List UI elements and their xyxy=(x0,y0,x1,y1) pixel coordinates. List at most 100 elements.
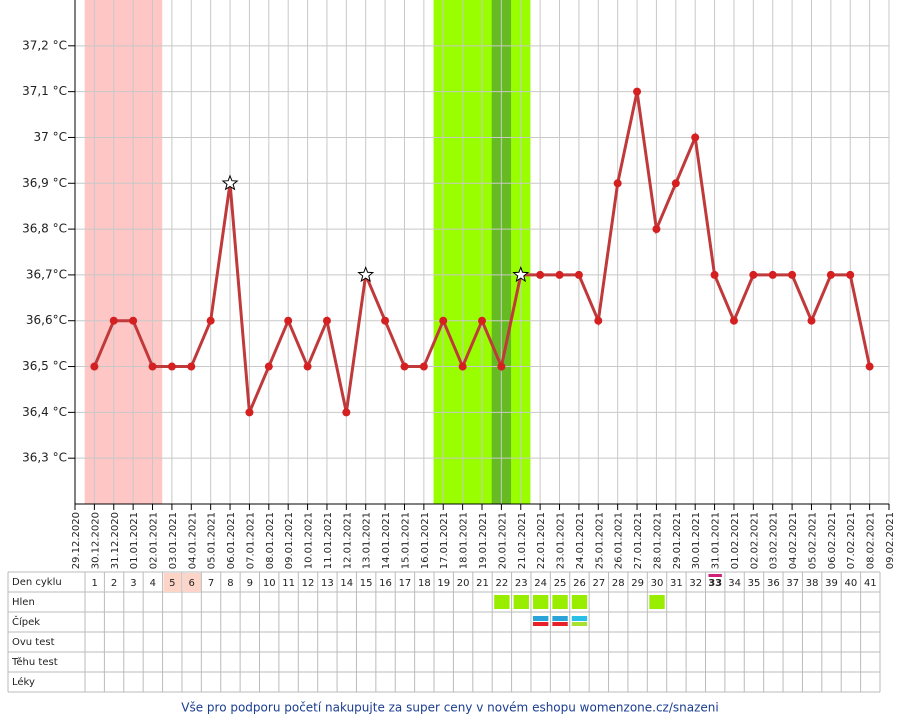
row-label: Čípek xyxy=(12,615,40,628)
day-number: 32 xyxy=(689,578,702,589)
x-tick-label: 29.01.2021 xyxy=(672,512,683,569)
day-number: 37 xyxy=(786,578,799,589)
x-tick-label: 19.01.2021 xyxy=(478,512,489,569)
x-tick-label: 22.01.2021 xyxy=(536,512,547,569)
row-label: Den cyklu xyxy=(12,577,62,588)
x-tick-label: 04.01.2021 xyxy=(187,512,198,569)
cipek-mark xyxy=(571,622,588,626)
x-tick-label: 15.01.2021 xyxy=(400,512,411,569)
hlen-mark xyxy=(571,595,588,609)
point xyxy=(729,316,738,325)
x-tick-label: 02.02.2021 xyxy=(749,512,760,569)
point xyxy=(303,362,312,371)
point xyxy=(749,270,758,279)
hlen-mark xyxy=(532,595,549,609)
x-tick-label: 16.01.2021 xyxy=(420,512,431,569)
point xyxy=(419,362,428,371)
day-number: 5 xyxy=(169,578,175,589)
point xyxy=(129,316,138,325)
x-tick-label: 26.01.2021 xyxy=(614,512,625,569)
point xyxy=(691,133,700,142)
star-point xyxy=(221,174,239,191)
point xyxy=(497,362,506,371)
day-number: 3 xyxy=(130,578,136,589)
x-tick-label: 09.02.2021 xyxy=(885,512,896,569)
x-tick-label: 10.01.2021 xyxy=(304,512,315,569)
x-tick-label: 25.01.2021 xyxy=(594,512,605,569)
point xyxy=(710,270,719,279)
y-tick-label: 36,9 °C xyxy=(22,176,67,190)
x-tick-label: 29.12.2020 xyxy=(71,512,82,569)
x-tick-label: 31.01.2021 xyxy=(711,512,722,569)
x-tick-label: 14.01.2021 xyxy=(381,512,392,569)
day-number: 39 xyxy=(825,578,838,589)
point xyxy=(342,408,351,417)
point xyxy=(322,316,331,325)
current-day-bar xyxy=(708,574,722,577)
cipek-mark xyxy=(532,622,549,626)
day-number: 23 xyxy=(515,578,528,589)
x-tick-label: 20.01.2021 xyxy=(497,512,508,569)
y-tick-label: 36,5 °C xyxy=(22,359,67,373)
cipek-mark xyxy=(532,616,549,621)
cipek-mark xyxy=(552,622,568,626)
hlen-mark xyxy=(513,595,529,609)
cipek-mark xyxy=(552,616,568,621)
day-number: 24 xyxy=(534,578,547,589)
x-tick-label: 31.12.2020 xyxy=(110,512,121,569)
day-number: 4 xyxy=(150,578,156,589)
day-number: 17 xyxy=(399,578,412,589)
hlen-mark xyxy=(649,595,665,609)
x-tick-label: 28.01.2021 xyxy=(652,512,663,569)
point xyxy=(865,362,874,371)
point xyxy=(788,270,797,279)
point xyxy=(206,316,215,325)
point xyxy=(807,316,816,325)
y-tick-label: 37,1 °C xyxy=(22,84,67,98)
day-number: 26 xyxy=(573,578,586,589)
point xyxy=(187,362,196,371)
day-number: 35 xyxy=(748,578,761,589)
day-number: 29 xyxy=(631,578,644,589)
x-tick-label: 06.01.2021 xyxy=(226,512,237,569)
point xyxy=(671,179,680,188)
band xyxy=(84,0,163,504)
x-tick-label: 07.02.2021 xyxy=(846,512,857,569)
day-number: 6 xyxy=(188,578,194,589)
day-number: 16 xyxy=(379,578,392,589)
x-tick-label: 07.01.2021 xyxy=(245,512,256,569)
day-number: 9 xyxy=(247,578,253,589)
row-label: Léky xyxy=(12,676,35,688)
day-number: 11 xyxy=(282,578,295,589)
y-tick-label: 37,2 °C xyxy=(22,38,67,52)
day-number: 8 xyxy=(227,578,233,589)
x-tick-label: 12.01.2021 xyxy=(342,512,353,569)
x-tick-label: 09.01.2021 xyxy=(284,512,295,569)
footer-link[interactable]: Vše pro podporu početí nakupujte za supe… xyxy=(181,701,718,715)
x-tick-label: 21.01.2021 xyxy=(517,512,528,569)
point xyxy=(574,270,583,279)
point xyxy=(245,408,254,417)
day-number: 21 xyxy=(476,578,489,589)
point xyxy=(109,316,118,325)
point xyxy=(555,270,564,279)
day-number: 22 xyxy=(496,578,509,589)
point xyxy=(148,362,157,371)
x-tick-label: 30.01.2021 xyxy=(691,512,702,569)
day-number: 40 xyxy=(845,578,858,589)
point xyxy=(458,362,467,371)
row-label: Hlen xyxy=(12,597,35,608)
row-label: Ovu test xyxy=(12,637,55,648)
y-tick-label: 36,6°C xyxy=(26,313,67,327)
point xyxy=(633,87,642,96)
x-tick-label: 05.01.2021 xyxy=(207,512,218,569)
x-tick-label: 27.01.2021 xyxy=(633,512,644,569)
y-tick-label: 36,8 °C xyxy=(22,222,67,236)
point xyxy=(264,362,273,371)
day-number: 27 xyxy=(592,578,605,589)
day-number: 20 xyxy=(457,578,470,589)
y-tick-label: 36,7°C xyxy=(26,267,67,281)
day-number: 25 xyxy=(554,578,567,589)
row-label: Těhu test xyxy=(11,656,58,668)
x-tick-label: 11.01.2021 xyxy=(323,512,334,569)
